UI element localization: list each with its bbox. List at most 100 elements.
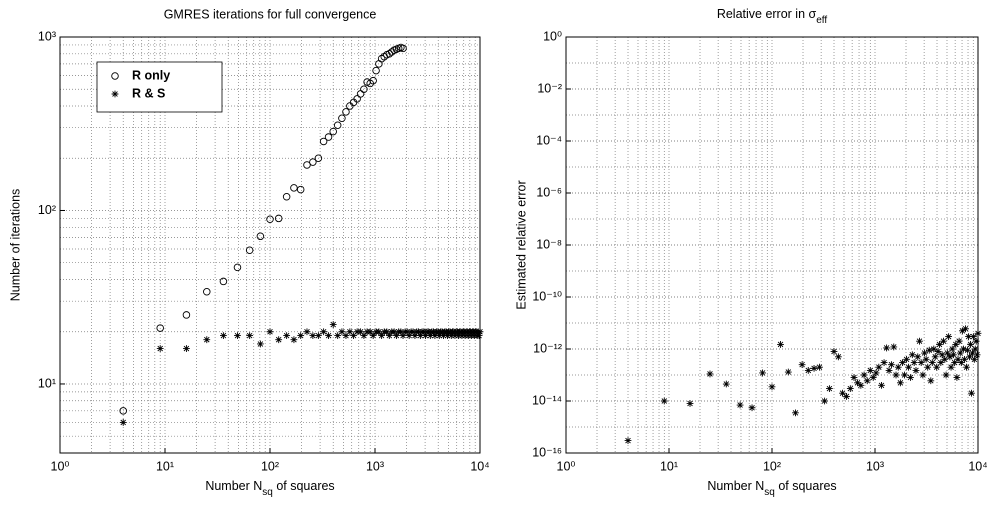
x-axis-label-part: of squares — [775, 479, 837, 493]
x-tick-label: 10³ — [366, 459, 384, 473]
legend-marker — [111, 90, 119, 98]
data-point — [914, 353, 922, 361]
data-point — [950, 351, 957, 359]
data-point — [338, 328, 346, 336]
data-point — [951, 359, 959, 366]
data-point — [333, 121, 342, 129]
data-point — [912, 367, 920, 374]
data-point — [894, 363, 902, 371]
y-tick-label: 10¹ — [38, 376, 56, 390]
data-point — [883, 344, 890, 352]
data-point — [947, 363, 955, 371]
data-point — [256, 340, 264, 348]
data-point — [182, 311, 191, 319]
data-point — [919, 371, 927, 379]
data-point — [892, 371, 900, 379]
axes-frame — [565, 36, 979, 454]
data-point — [119, 419, 127, 426]
data-point — [266, 328, 274, 336]
y-tick-label: 10³ — [38, 29, 56, 43]
data-point — [907, 374, 914, 381]
data-point — [383, 328, 391, 336]
data-point — [403, 328, 411, 336]
data-point — [875, 363, 883, 371]
y-tick-label: 10⁻¹⁰ — [532, 289, 562, 303]
data-point — [369, 332, 377, 340]
data-point — [896, 379, 904, 387]
data-point — [393, 332, 400, 340]
data-point — [967, 341, 974, 348]
data-point — [309, 158, 317, 166]
y-tick-label: 10⁰ — [543, 29, 562, 43]
data-point — [422, 332, 429, 340]
data-point — [385, 332, 393, 340]
x-axis-label: Number Nsq of squares — [707, 479, 836, 498]
data-point — [792, 409, 799, 417]
y-tick-label: 10⁻⁶ — [536, 185, 562, 199]
data-point — [899, 359, 906, 366]
data-point — [942, 371, 950, 379]
data-point — [385, 50, 394, 58]
y-tick-label: 10⁻¹⁴ — [532, 393, 562, 407]
data-point — [314, 332, 322, 340]
data-point — [936, 341, 943, 348]
data-point — [957, 359, 965, 366]
data-point — [956, 349, 964, 357]
data-point — [872, 369, 880, 377]
data-point — [878, 381, 885, 389]
data-point — [440, 332, 447, 340]
y-tick-label: 10⁻¹⁶ — [532, 445, 562, 459]
data-point — [309, 332, 317, 340]
data-point — [660, 397, 668, 405]
data-point — [933, 363, 941, 371]
data-point — [234, 332, 241, 340]
data-point — [319, 137, 328, 146]
data-point — [290, 184, 298, 192]
data-point — [798, 361, 806, 369]
data-point — [938, 351, 946, 359]
data-point — [869, 374, 877, 381]
data-point — [810, 364, 818, 372]
x-tick-label: 10³ — [866, 459, 884, 473]
data-point — [970, 333, 977, 340]
data-point — [686, 400, 694, 407]
data-point — [447, 332, 455, 340]
data-point — [426, 332, 434, 340]
data-point — [266, 215, 274, 224]
data-point — [905, 363, 912, 371]
data-point — [324, 133, 333, 141]
data-point — [275, 336, 283, 344]
legend-label: R & S — [132, 86, 165, 100]
data-point — [377, 54, 386, 63]
x-tick-label: 10¹ — [156, 459, 174, 473]
data-point — [901, 371, 908, 379]
data-point — [917, 359, 925, 366]
legend-box — [96, 61, 223, 113]
data-point — [357, 328, 364, 336]
data-point — [921, 349, 928, 357]
data-point — [397, 328, 405, 336]
data-point — [860, 371, 868, 379]
data-point — [784, 368, 792, 376]
data-point — [203, 288, 211, 296]
data-point — [360, 85, 368, 93]
data-point — [974, 329, 982, 337]
data-point — [372, 66, 380, 75]
data-point — [736, 401, 744, 409]
data-point — [970, 355, 978, 363]
data-point — [954, 355, 962, 363]
data-point — [342, 332, 350, 340]
data-point — [274, 214, 283, 223]
data-point — [922, 355, 930, 363]
data-point — [290, 336, 298, 344]
y-tick-label: 10⁻¹² — [533, 341, 562, 355]
x-axis-label: Number Nsq of squares — [205, 479, 334, 498]
data-point — [183, 345, 190, 352]
data-point — [937, 359, 945, 366]
data-point — [971, 345, 979, 353]
data-point — [369, 76, 377, 85]
data-point — [890, 343, 898, 351]
data-point — [952, 341, 960, 348]
data-point — [846, 385, 854, 392]
chart-title-part: Relative error in — [717, 7, 809, 21]
